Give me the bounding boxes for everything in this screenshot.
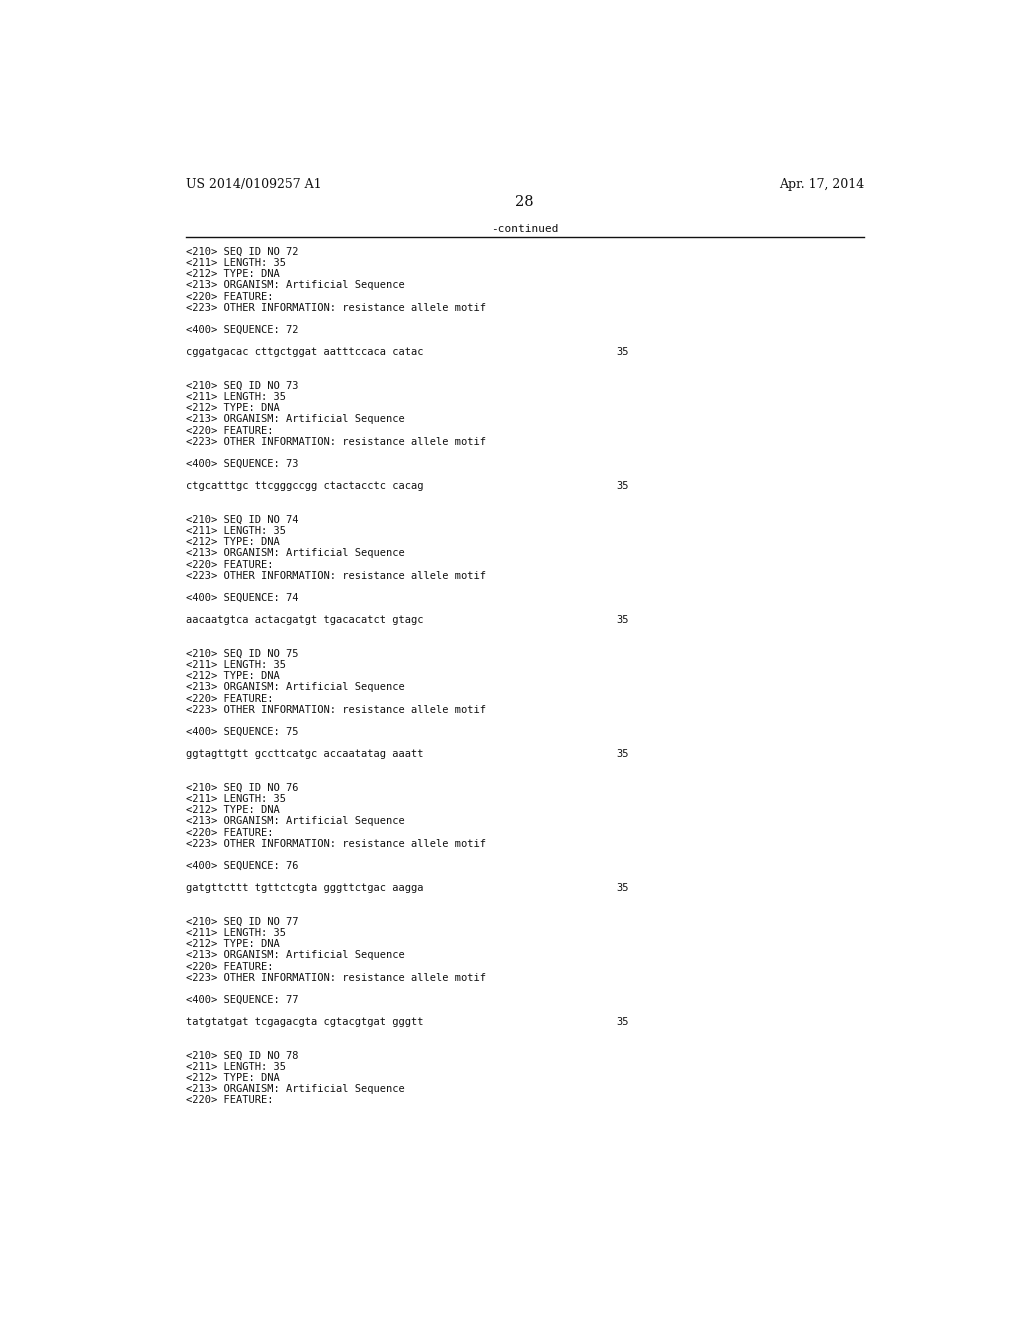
Text: <212> TYPE: DNA: <212> TYPE: DNA	[186, 939, 280, 949]
Text: <210> SEQ ID NO 74: <210> SEQ ID NO 74	[186, 515, 299, 525]
Text: <220> FEATURE:: <220> FEATURE:	[186, 961, 273, 972]
Text: <211> LENGTH: 35: <211> LENGTH: 35	[186, 392, 286, 403]
Text: cggatgacac cttgctggat aatttccaca catac: cggatgacac cttgctggat aatttccaca catac	[186, 347, 424, 358]
Text: <223> OTHER INFORMATION: resistance allele motif: <223> OTHER INFORMATION: resistance alle…	[186, 838, 486, 849]
Text: <212> TYPE: DNA: <212> TYPE: DNA	[186, 805, 280, 816]
Text: <212> TYPE: DNA: <212> TYPE: DNA	[186, 269, 280, 280]
Text: tatgtatgat tcgagacgta cgtacgtgat gggtt: tatgtatgat tcgagacgta cgtacgtgat gggtt	[186, 1018, 424, 1027]
Text: 35: 35	[616, 883, 629, 894]
Text: <211> LENGTH: 35: <211> LENGTH: 35	[186, 259, 286, 268]
Text: <400> SEQUENCE: 73: <400> SEQUENCE: 73	[186, 459, 299, 469]
Text: 28: 28	[515, 195, 535, 210]
Text: ctgcatttgc ttcgggccgg ctactacctc cacag: ctgcatttgc ttcgggccgg ctactacctc cacag	[186, 482, 424, 491]
Text: <213> ORGANISM: Artificial Sequence: <213> ORGANISM: Artificial Sequence	[186, 682, 404, 693]
Text: <213> ORGANISM: Artificial Sequence: <213> ORGANISM: Artificial Sequence	[186, 816, 404, 826]
Text: <210> SEQ ID NO 72: <210> SEQ ID NO 72	[186, 247, 299, 257]
Text: <220> FEATURE:: <220> FEATURE:	[186, 560, 273, 569]
Text: <213> ORGANISM: Artificial Sequence: <213> ORGANISM: Artificial Sequence	[186, 548, 404, 558]
Text: 35: 35	[616, 615, 629, 626]
Text: <400> SEQUENCE: 76: <400> SEQUENCE: 76	[186, 861, 299, 871]
Text: <400> SEQUENCE: 77: <400> SEQUENCE: 77	[186, 995, 299, 1005]
Text: <211> LENGTH: 35: <211> LENGTH: 35	[186, 527, 286, 536]
Text: -continued: -continued	[492, 224, 558, 234]
Text: <400> SEQUENCE: 75: <400> SEQUENCE: 75	[186, 727, 299, 737]
Text: US 2014/0109257 A1: US 2014/0109257 A1	[186, 178, 322, 190]
Text: <211> LENGTH: 35: <211> LENGTH: 35	[186, 928, 286, 939]
Text: <211> LENGTH: 35: <211> LENGTH: 35	[186, 660, 286, 671]
Text: <223> OTHER INFORMATION: resistance allele motif: <223> OTHER INFORMATION: resistance alle…	[186, 973, 486, 982]
Text: <212> TYPE: DNA: <212> TYPE: DNA	[186, 403, 280, 413]
Text: <212> TYPE: DNA: <212> TYPE: DNA	[186, 671, 280, 681]
Text: <400> SEQUENCE: 72: <400> SEQUENCE: 72	[186, 325, 299, 335]
Text: <211> LENGTH: 35: <211> LENGTH: 35	[186, 795, 286, 804]
Text: <213> ORGANISM: Artificial Sequence: <213> ORGANISM: Artificial Sequence	[186, 1084, 404, 1094]
Text: <220> FEATURE:: <220> FEATURE:	[186, 828, 273, 837]
Text: <210> SEQ ID NO 77: <210> SEQ ID NO 77	[186, 917, 299, 927]
Text: <220> FEATURE:: <220> FEATURE:	[186, 425, 273, 436]
Text: <220> FEATURE:: <220> FEATURE:	[186, 292, 273, 301]
Text: Apr. 17, 2014: Apr. 17, 2014	[779, 178, 864, 190]
Text: 35: 35	[616, 482, 629, 491]
Text: <210> SEQ ID NO 76: <210> SEQ ID NO 76	[186, 783, 299, 793]
Text: 35: 35	[616, 1018, 629, 1027]
Text: <223> OTHER INFORMATION: resistance allele motif: <223> OTHER INFORMATION: resistance alle…	[186, 705, 486, 714]
Text: <212> TYPE: DNA: <212> TYPE: DNA	[186, 537, 280, 548]
Text: 35: 35	[616, 750, 629, 759]
Text: <213> ORGANISM: Artificial Sequence: <213> ORGANISM: Artificial Sequence	[186, 414, 404, 425]
Text: <210> SEQ ID NO 73: <210> SEQ ID NO 73	[186, 381, 299, 391]
Text: <210> SEQ ID NO 75: <210> SEQ ID NO 75	[186, 649, 299, 659]
Text: <213> ORGANISM: Artificial Sequence: <213> ORGANISM: Artificial Sequence	[186, 280, 404, 290]
Text: gatgttcttt tgttctcgta gggttctgac aagga: gatgttcttt tgttctcgta gggttctgac aagga	[186, 883, 424, 894]
Text: <212> TYPE: DNA: <212> TYPE: DNA	[186, 1073, 280, 1084]
Text: <213> ORGANISM: Artificial Sequence: <213> ORGANISM: Artificial Sequence	[186, 950, 404, 961]
Text: 35: 35	[616, 347, 629, 358]
Text: <223> OTHER INFORMATION: resistance allele motif: <223> OTHER INFORMATION: resistance alle…	[186, 302, 486, 313]
Text: <223> OTHER INFORMATION: resistance allele motif: <223> OTHER INFORMATION: resistance alle…	[186, 437, 486, 446]
Text: aacaatgtca actacgatgt tgacacatct gtagc: aacaatgtca actacgatgt tgacacatct gtagc	[186, 615, 424, 626]
Text: <223> OTHER INFORMATION: resistance allele motif: <223> OTHER INFORMATION: resistance alle…	[186, 570, 486, 581]
Text: <220> FEATURE:: <220> FEATURE:	[186, 693, 273, 704]
Text: ggtagttgtt gccttcatgc accaatatag aaatt: ggtagttgtt gccttcatgc accaatatag aaatt	[186, 750, 424, 759]
Text: <211> LENGTH: 35: <211> LENGTH: 35	[186, 1063, 286, 1072]
Text: <400> SEQUENCE: 74: <400> SEQUENCE: 74	[186, 593, 299, 603]
Text: <220> FEATURE:: <220> FEATURE:	[186, 1096, 273, 1105]
Text: <210> SEQ ID NO 78: <210> SEQ ID NO 78	[186, 1051, 299, 1061]
